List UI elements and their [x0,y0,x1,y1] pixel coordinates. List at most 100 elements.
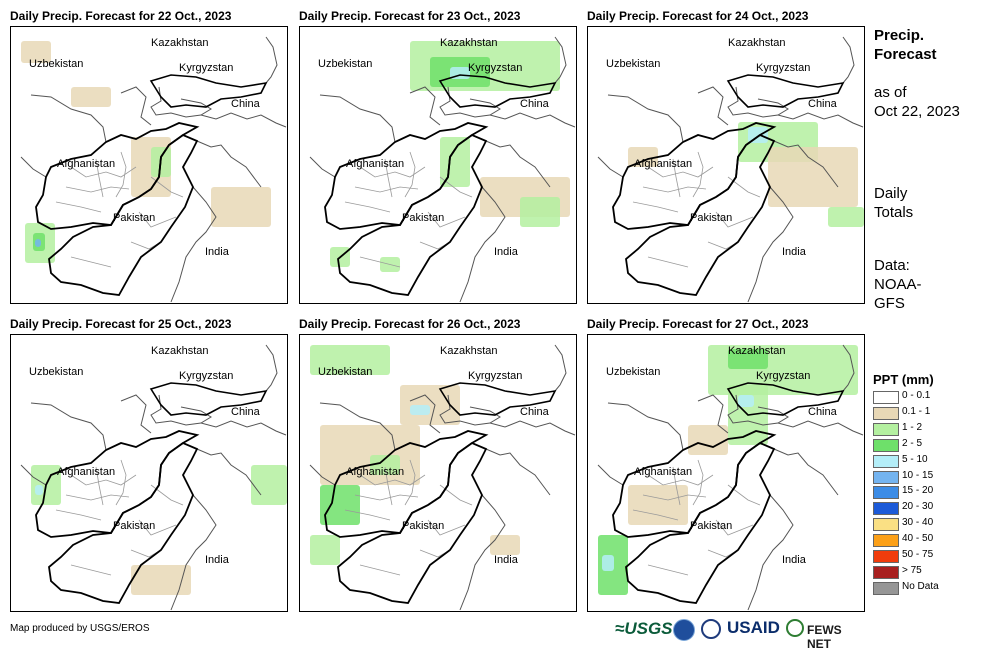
india-border [170,448,262,611]
asof-line2: Oct 22, 2023 [874,103,960,120]
legend-swatch [873,422,899,436]
afghanistan-outline [612,122,777,230]
precip-patch [828,207,864,227]
china-border [489,36,576,128]
country-label-kyrgyzstan: Kyrgyzstan [179,62,233,74]
panel-title: Daily Precip. Forecast for 22 Oct., 2023 [10,9,232,23]
country-label-afghanistan: Afghanistan [634,466,692,478]
country-label-afghanistan: Afghanistan [57,158,115,170]
precip-patch [490,535,520,555]
data-line1: Data: [874,257,910,274]
afghanistan-outline [35,430,200,538]
legend-swatch [873,470,899,484]
forecast-map: Kazakhstan Uzbekistan Kyrgyzstan China Afgha… [10,26,288,304]
neighbor-borders [597,402,684,486]
country-label-kazakhstan: Kazakhstan [728,345,785,357]
region-boundaries [697,86,789,126]
country-label-kyrgyzstan: Kyrgyzstan [468,370,522,382]
afghanistan-outline [324,122,489,230]
precip-patch [21,41,51,63]
neighbor-borders [309,402,396,486]
china-border [489,344,576,436]
precip-patch [738,395,754,407]
country-label-kyrgyzstan: Kyrgyzstan [756,370,810,382]
precip-patch [602,555,614,571]
country-label-india: India [205,554,230,566]
precip-patch [628,147,658,167]
map-credit: Map produced by USGS/EROS [10,623,150,634]
country-label-india: India [782,554,807,566]
country-label-kazakhstan: Kazakhstan [440,37,497,49]
country-label-uzbekistan: Uzbekistan [318,366,372,378]
pakistan-outline [337,441,488,604]
india-border [747,448,839,611]
pakistan-outline [625,441,776,604]
china-border [200,36,287,128]
pakistan-outline [48,441,199,604]
legend-label: > 75 [902,564,922,576]
panel-title: Daily Precip. Forecast for 24 Oct., 2023 [587,9,809,23]
legend-swatch [873,391,899,404]
region-boundaries [697,394,789,434]
forecast-map: Kazakhstan Uzbekistan Kyrgyzstan China Afgha… [587,334,865,612]
sidebar-daily: Daily Totals [874,184,913,222]
region-boundaries [409,86,501,126]
legend-swatch [873,534,899,548]
country-label-india: India [494,246,519,258]
usgs-logo: ≈USGS [615,619,673,638]
country-label-uzbekistan: Uzbekistan [318,58,372,70]
country-label-kazakhstan: Kazakhstan [728,37,785,49]
legend-label: 5 - 10 [902,453,928,465]
kyrgyzstan-outline [149,382,268,416]
country-label-india: India [494,554,519,566]
panel-title: Daily Precip. Forecast for 27 Oct., 2023 [587,317,809,331]
kyrgyzstan-outline [149,74,268,108]
usaid-logo: USAID [727,618,780,637]
precip-patch [251,465,287,505]
country-label-kyrgyzstan: Kyrgyzstan [179,370,233,382]
afghanistan-outline [612,430,777,538]
precip-patch [628,485,688,525]
country-label-india: India [205,246,230,258]
neighbor-borders [597,94,684,178]
legend-swatch [873,581,899,595]
legend-label: No Data [902,580,939,592]
china-border [777,36,864,128]
country-label-china: China [520,98,550,110]
province-boundaries [55,459,184,576]
precip-patch [35,485,43,495]
country-label-china: China [231,406,261,418]
neighbor-borders [20,402,107,486]
region-boundaries [120,86,212,126]
daily-line1: Daily [874,185,908,202]
kyrgyzstan-outline [438,382,557,416]
sidebar-title: Precip. Forecast [874,26,937,64]
region-boundaries [120,394,212,434]
precip-patch [440,137,470,187]
country-label-uzbekistan: Uzbekistan [606,58,660,70]
country-label-kyrgyzstan: Kyrgyzstan [468,62,522,74]
precip-patch [131,565,191,595]
precip-patch [320,485,360,525]
daily-line2: Totals [874,204,914,221]
precip-patch [688,425,728,455]
country-label-china: China [808,406,838,418]
country-label-china: China [520,406,550,418]
seal-logo-icon [701,619,721,639]
legend-swatch [873,454,899,468]
sidebar-data-source: Data: NOAA- GFS [874,256,922,313]
legend-label: 20 - 30 [902,501,934,513]
country-label-pakistan: Pakistan [690,212,732,224]
legend-swatch [873,438,899,452]
country-label-china: China [808,98,838,110]
fews-net-logo: FEWS NET [807,623,842,651]
legend-swatch [873,565,899,579]
neighbor-borders [309,94,396,178]
country-label-pakistan: Pakistan [113,212,155,224]
india-border [170,140,262,303]
province-boundaries [632,459,761,576]
country-label-kazakhstan: Kazakhstan [440,345,497,357]
legend-swatch [873,518,899,532]
province-boundaries [344,459,473,576]
country-label-china: China [231,98,261,110]
